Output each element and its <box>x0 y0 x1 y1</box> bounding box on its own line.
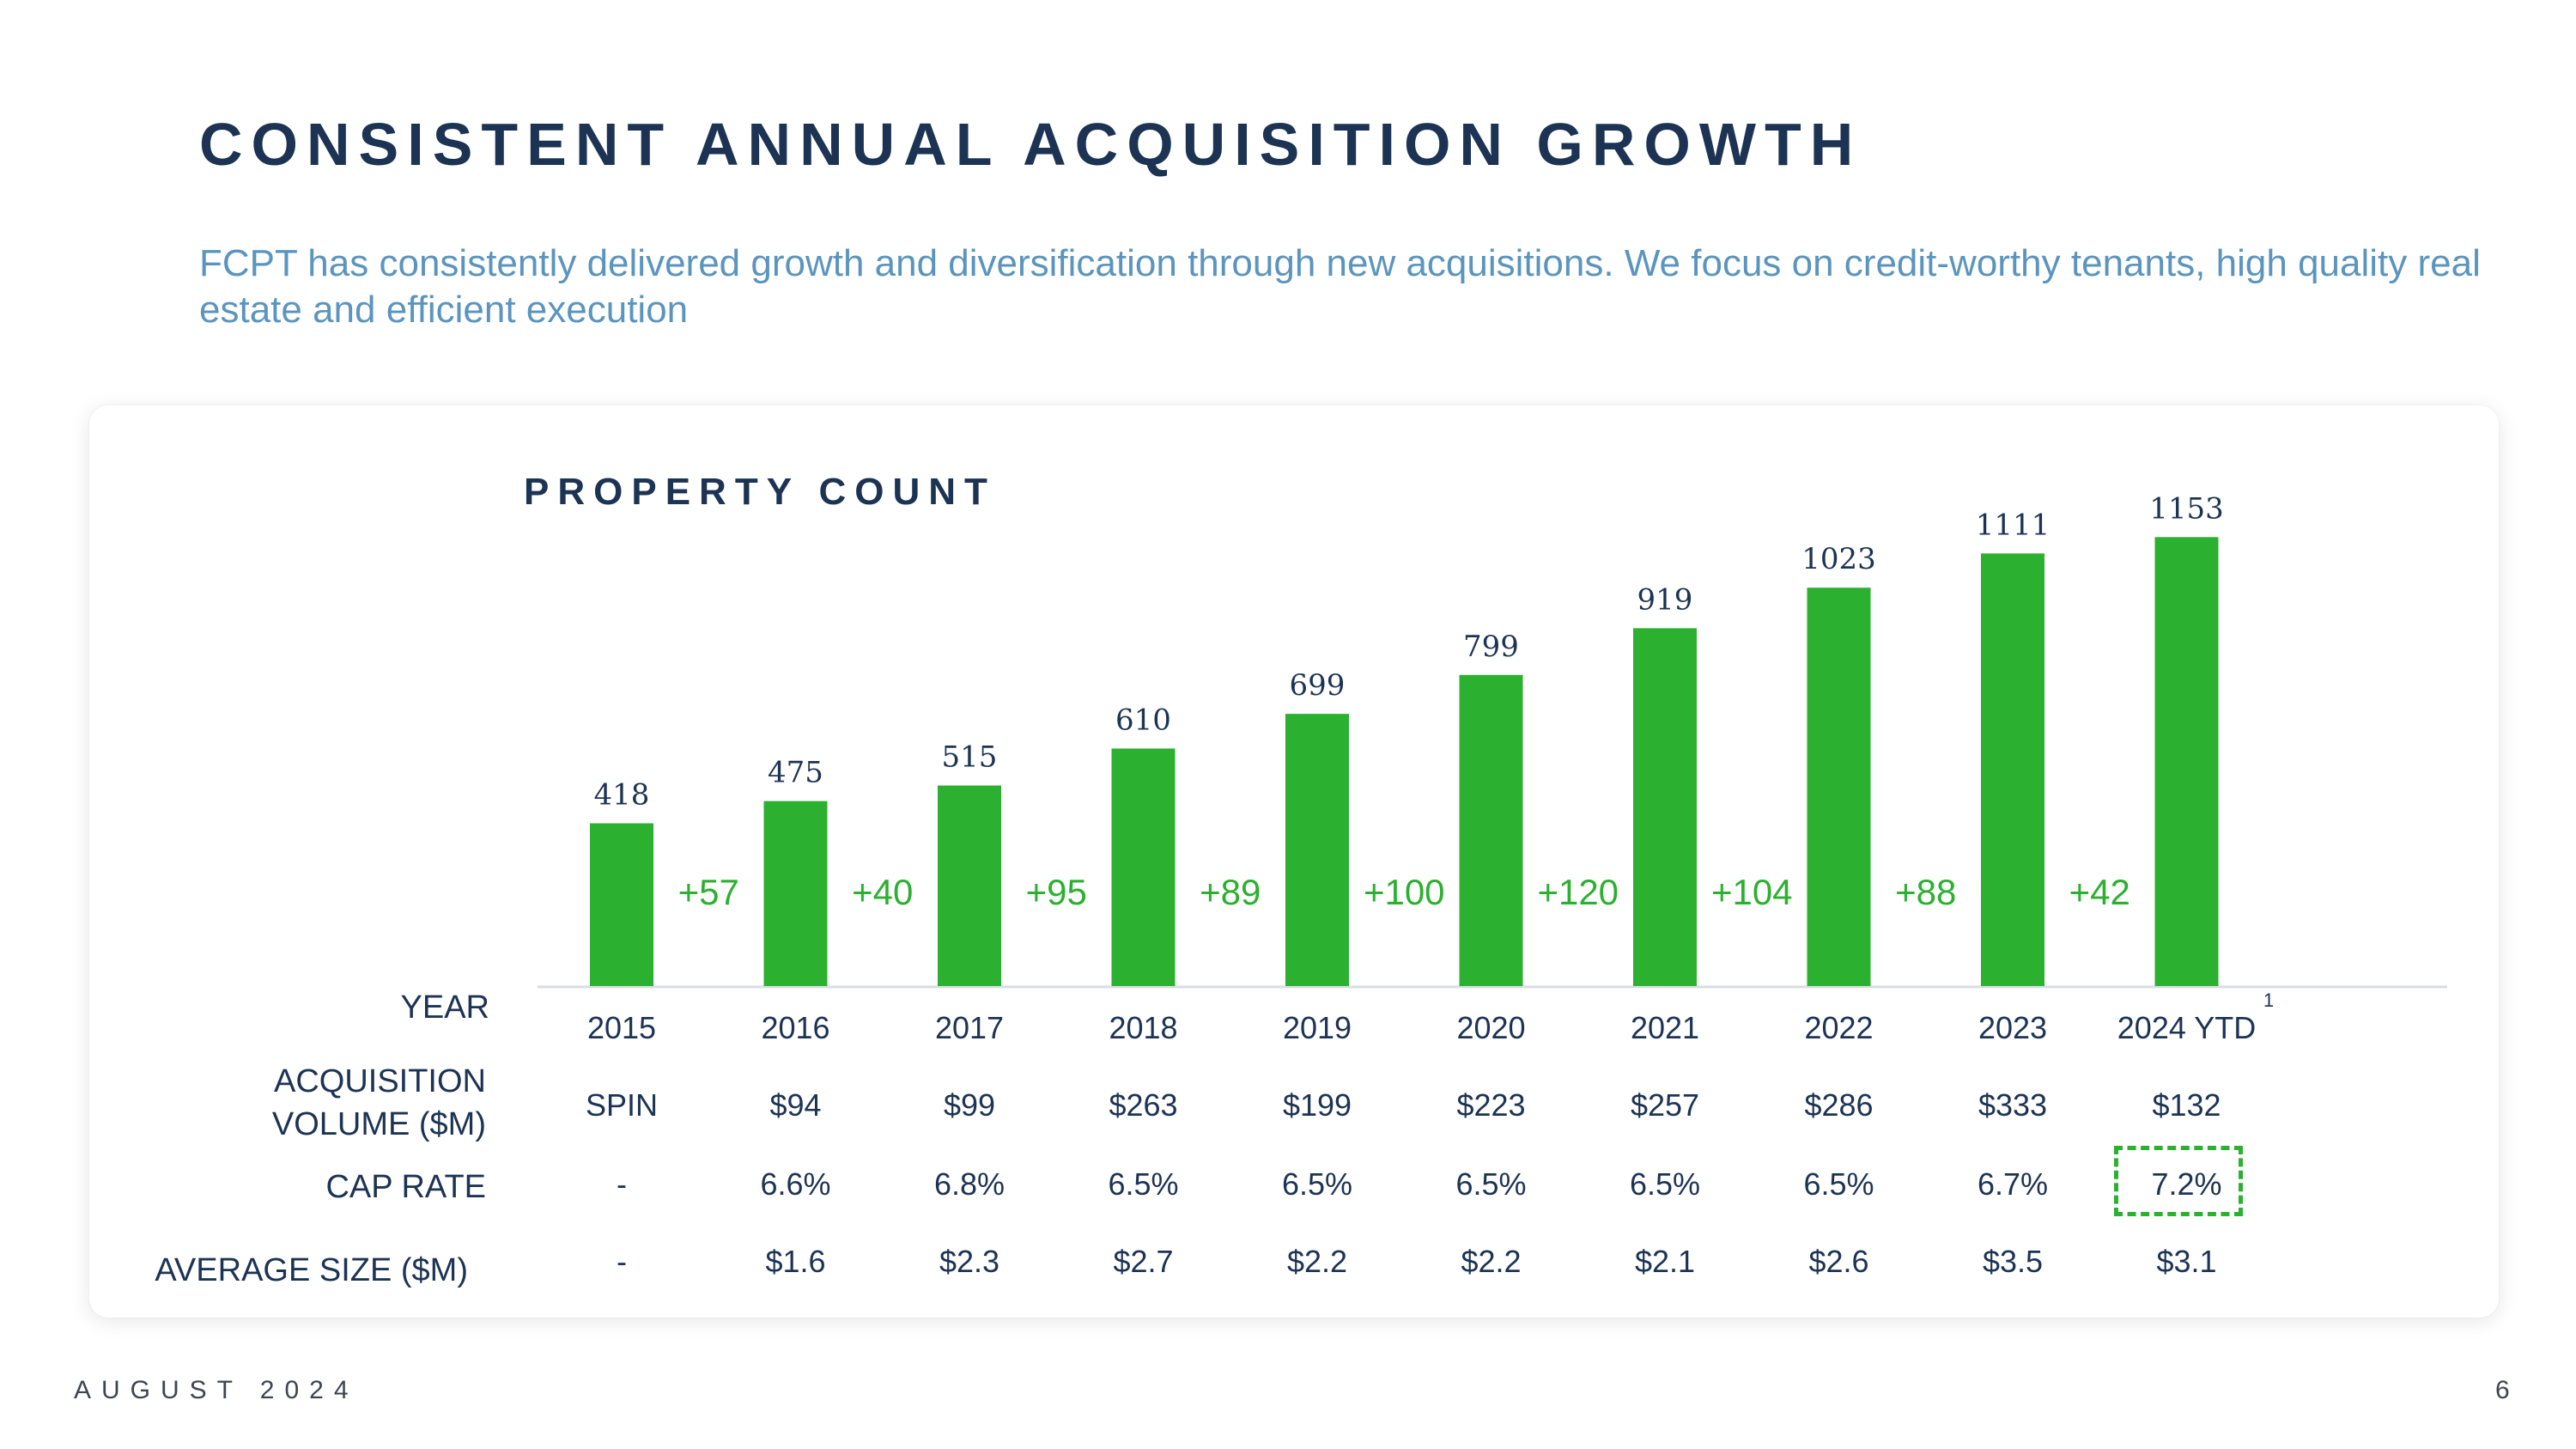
average-size-cell: $2.2 <box>1286 1244 1348 1279</box>
year-cell: 2020 <box>1456 1010 1526 1045</box>
average-size-cell: $3.5 <box>1982 1244 2044 1279</box>
bar-value-label: 919 <box>1637 582 1693 617</box>
average-size-cell: $2.3 <box>939 1244 1000 1279</box>
cap-rate-cell: 6.5% <box>1281 1166 1353 1202</box>
acquisition-volume-cell: $223 <box>1456 1087 1526 1123</box>
page-number: 6 <box>2495 1376 2510 1404</box>
bar-2023 <box>1981 553 2044 986</box>
bar-2016 <box>763 801 828 986</box>
bar-2017 <box>938 785 1001 986</box>
bar-2015 <box>590 823 653 986</box>
acquisition-volume-cell: $199 <box>1282 1087 1352 1123</box>
cap-rate-cell: 6.5% <box>1455 1166 1527 1202</box>
row-label-acq-line1: ACQUISITION <box>273 1063 486 1099</box>
acquisition-volume-cell: $257 <box>1630 1087 1700 1123</box>
acquisition-volume-cell: $263 <box>1109 1087 1178 1123</box>
chart-title: PROPERTY COUNT <box>524 471 996 513</box>
bar-value-label: 1023 <box>1801 542 1876 576</box>
bar-value-label: 515 <box>942 740 998 775</box>
row-label-average-size: AVERAGE SIZE ($M) <box>155 1252 468 1288</box>
cap-rate-cell: 7.2% <box>2151 1166 2222 1202</box>
increment-label: +88 <box>1895 872 1956 912</box>
cap-rate-cell: - <box>617 1166 627 1202</box>
average-size-cell: $1.6 <box>765 1244 826 1279</box>
bar-2018 <box>1111 748 1176 986</box>
average-size-cell: $2.1 <box>1634 1244 1696 1279</box>
acquisition-volume-cell: SPIN <box>585 1087 659 1123</box>
increment-label: +120 <box>1537 872 1619 912</box>
increment-label: +95 <box>1026 872 1087 912</box>
footnote-marker: 1 <box>2263 989 2275 1011</box>
year-cell: 2017 <box>934 1010 1005 1045</box>
year-cell: 2015 <box>586 1010 657 1045</box>
bar-value-label: 418 <box>594 778 650 813</box>
bar-value-label: 699 <box>1290 668 1346 703</box>
page-title: CONSISTENT ANNUAL ACQUISITION GROWTH <box>199 111 1862 178</box>
increment-label: +104 <box>1711 872 1793 912</box>
year-cell: 2018 <box>1109 1010 1178 1045</box>
increment-label: +42 <box>2069 872 2130 912</box>
year-cell: 2021 <box>1630 1010 1700 1045</box>
average-size-cell: $2.2 <box>1461 1244 1522 1279</box>
bar-value-label: 610 <box>1115 703 1171 737</box>
average-size-cell: $3.1 <box>2156 1244 2217 1279</box>
cap-rate-cell: 6.5% <box>1629 1166 1701 1202</box>
acquisition-volume-cell: $286 <box>1804 1087 1874 1123</box>
increment-label: +100 <box>1364 872 1445 912</box>
acquisition-volume-cell: $94 <box>769 1087 822 1123</box>
bar-value-label: 1153 <box>2149 491 2224 526</box>
bar-2021 <box>1633 628 1697 986</box>
cap-rate-cell: 6.6% <box>760 1166 831 1202</box>
average-size-cell: - <box>617 1244 627 1279</box>
bar-2024-ytd <box>2154 537 2219 986</box>
row-label-cap-rate: CAP RATE <box>325 1169 486 1205</box>
bar-2022 <box>1807 588 1871 986</box>
acquisition-volume-cell: $99 <box>943 1087 996 1123</box>
acquisition-volume-cell: $132 <box>2152 1087 2221 1123</box>
cap-rate-highlight-box <box>2114 1146 2243 1216</box>
row-label-acq-line2: VOLUME ($M) <box>271 1106 486 1142</box>
bar-value-label: 475 <box>768 756 823 790</box>
acquisition-volume-cell: $333 <box>1978 1087 2048 1123</box>
average-size-cell: $2.7 <box>1113 1244 1174 1279</box>
cap-rate-cell: 6.8% <box>933 1166 1005 1202</box>
year-cell: 2016 <box>761 1010 830 1045</box>
page-subtitle: FCPT has consistently delivered growth a… <box>199 242 2481 331</box>
cap-rate-cell: 6.7% <box>1977 1166 2049 1202</box>
bar-2019 <box>1285 714 1349 986</box>
year-cell: 2023 <box>1978 1010 2048 1045</box>
bar-value-label: 799 <box>1463 630 1519 664</box>
increment-label: +57 <box>678 872 739 912</box>
year-cell: 2024 YTD <box>2117 1010 2257 1045</box>
year-cell: 2019 <box>1282 1010 1352 1045</box>
cap-rate-cell: 6.5% <box>1803 1166 1874 1202</box>
year-cell: 2022 <box>1804 1010 1874 1045</box>
bar-value-label: 1111 <box>1976 508 2050 542</box>
bar-2020 <box>1459 674 1523 986</box>
row-label-year: YEAR <box>400 989 489 1026</box>
increment-label: +89 <box>1200 872 1261 912</box>
increment-label: +40 <box>852 872 913 912</box>
average-size-cell: $2.6 <box>1808 1244 1869 1279</box>
cap-rate-cell: 6.5% <box>1108 1166 1179 1202</box>
footer-date: AUGUST 2024 <box>74 1376 359 1404</box>
